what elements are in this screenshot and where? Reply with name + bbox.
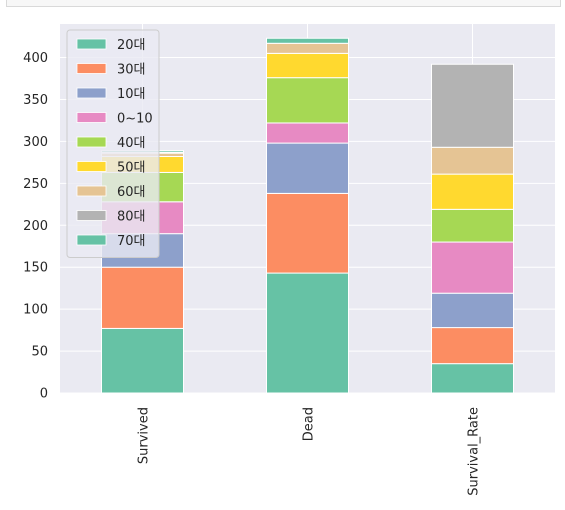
- legend-label: 10대: [117, 87, 146, 102]
- y-tick-label: 0: [40, 387, 48, 402]
- legend-swatch: [76, 112, 107, 123]
- legend-label: 60대: [117, 185, 146, 200]
- bar-segment: [266, 52, 349, 79]
- bar-segment: [101, 266, 184, 329]
- y-tick-label: 300: [23, 135, 48, 150]
- bar-segment: [266, 42, 349, 54]
- legend-swatch: [76, 234, 107, 246]
- bar-segment: [431, 292, 514, 329]
- y-tick-label: 150: [23, 261, 48, 276]
- legend-label: 30대: [117, 63, 146, 78]
- y-tick-label: 350: [23, 93, 48, 108]
- y-tick-label: 200: [23, 219, 48, 234]
- y-tick-label: 250: [23, 177, 48, 192]
- bar-segment: [431, 63, 514, 148]
- bar-segment: [266, 77, 349, 124]
- x-axis-ticks: Survived Dead Survival_Rate: [137, 407, 482, 496]
- bar-segment: [431, 208, 514, 243]
- legend-label: 70대: [117, 234, 146, 249]
- legend-swatch: [76, 185, 107, 197]
- legend-swatch: [76, 38, 107, 50]
- bar-segment: [431, 327, 514, 365]
- legend-swatch: [76, 161, 107, 172]
- bar-segment: [266, 122, 349, 144]
- bar-segment: [266, 272, 349, 394]
- bar-segment: [431, 173, 514, 210]
- legend: 20대 30대 10대 0~10 40대 50대 60대 80대 70대: [66, 29, 160, 258]
- legend-swatch: [76, 136, 107, 148]
- legend-swatch: [76, 210, 107, 221]
- x-tick-label: Dead: [302, 407, 317, 441]
- legend-label: 0~10: [117, 112, 153, 127]
- legend-label: 40대: [117, 136, 146, 151]
- legend-box: [66, 29, 160, 258]
- x-tick-label: Survival_Rate: [467, 407, 482, 496]
- y-axis-ticks: 0 50 100 150 200 250 300 350 400: [23, 51, 48, 401]
- bar-segment: [101, 327, 184, 394]
- bar-segment: [431, 363, 514, 394]
- bar-segment: [431, 146, 514, 175]
- bar-segment: [266, 142, 349, 194]
- y-tick-label: 50: [31, 345, 48, 360]
- x-tick-label: Survived: [137, 407, 152, 464]
- notebook-output-border: [6, 0, 561, 7]
- bar-segment: [431, 241, 514, 294]
- legend-label: 80대: [117, 210, 146, 225]
- bar-segment: [266, 37, 349, 44]
- legend-swatch: [76, 63, 107, 74]
- y-tick-label: 400: [23, 51, 48, 66]
- legend-label: 50대: [117, 161, 146, 176]
- bars: [101, 37, 514, 394]
- y-tick-label: 100: [23, 303, 48, 318]
- legend-swatch: [76, 87, 107, 99]
- bar-segment: [266, 192, 349, 274]
- legend-label: 20대: [117, 38, 146, 53]
